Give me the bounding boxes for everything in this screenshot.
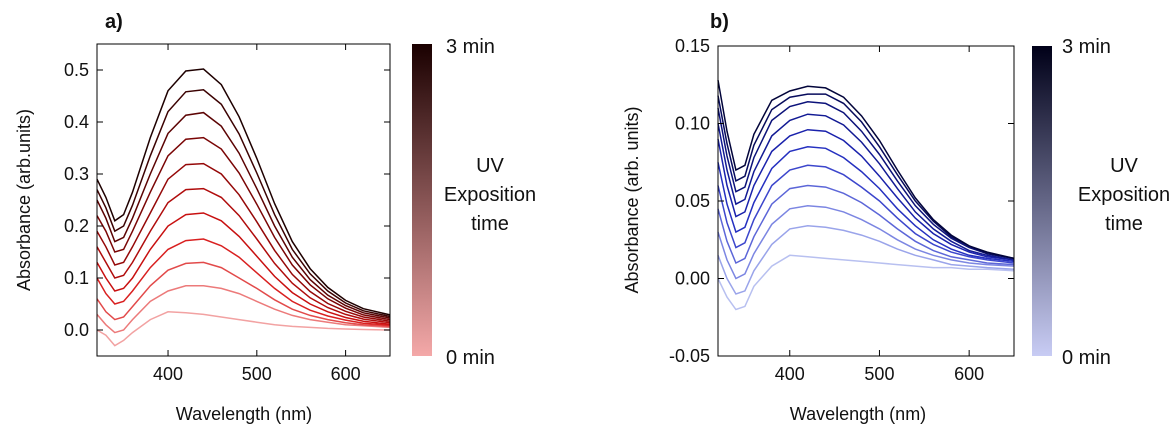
colorbar-b-title-line-2: Exposition xyxy=(1078,184,1170,206)
y-tick-label-b-0: -0.05 xyxy=(669,346,710,366)
series-line-a-3 xyxy=(96,238,391,327)
colorbar-b xyxy=(1032,46,1052,356)
colorbar-b-top-label: 3 min xyxy=(1062,36,1111,58)
colorbar-b-title-line-3: time xyxy=(1105,213,1143,235)
y-tick-label-a-3: 0.3 xyxy=(64,164,89,184)
colorbar-b-bottom-label: 0 min xyxy=(1062,347,1111,369)
y-tick-label-b-4: 0.15 xyxy=(675,36,710,56)
series-line-b-10 xyxy=(717,79,1015,260)
panel-label-b: b) xyxy=(710,11,729,33)
x-tick-label-a-0: 400 xyxy=(153,364,183,384)
colorbar-a xyxy=(412,44,432,356)
plot-area-b: 400 500 600 -0.05 0.00 0.05 0.10 0.15 xyxy=(669,36,1015,384)
series-line-b-9 xyxy=(717,93,1015,260)
series-line-a-10 xyxy=(96,68,391,316)
y-axis-title-b: Absorbance (arb. units) xyxy=(622,106,642,293)
panel-label-a: a) xyxy=(105,11,123,33)
series-line-b-8 xyxy=(717,101,1015,260)
y-tick-label-b-1: 0.00 xyxy=(675,269,710,289)
y-tick-label-a-4: 0.4 xyxy=(64,112,89,132)
series-line-a-9 xyxy=(96,89,391,318)
series-line-b-3 xyxy=(717,184,1015,266)
colorbar-a-bottom-label: 0 min xyxy=(446,347,495,369)
series-line-a-0 xyxy=(96,311,391,347)
x-tick-label-b-0: 400 xyxy=(775,364,805,384)
x-tick-label-a-2: 600 xyxy=(331,364,361,384)
x-tick-label-a-1: 500 xyxy=(242,364,272,384)
series-line-b-1 xyxy=(717,225,1015,295)
series-line-a-2 xyxy=(96,261,391,328)
y-tick-label-a-0: 0.0 xyxy=(64,320,89,340)
colorbar-b-title-line-1: UV xyxy=(1110,155,1138,177)
series-line-a-8 xyxy=(96,111,391,319)
series-line-b-6 xyxy=(717,128,1015,261)
y-tick-label-b-3: 0.10 xyxy=(675,114,710,134)
series-line-a-1 xyxy=(96,285,391,334)
plot-frame-b xyxy=(717,45,1015,357)
colorbar-a-title-line-3: time xyxy=(471,213,509,235)
x-tick-label-b-2: 600 xyxy=(954,364,984,384)
series-line-b-0 xyxy=(717,254,1015,311)
colorbar-a-title-line-2: Exposition xyxy=(444,184,536,206)
colorbar-a-top-label: 3 min xyxy=(446,36,495,58)
y-tick-label-a-1: 0.1 xyxy=(64,268,89,288)
colorbar-a-title-line-1: UV xyxy=(476,155,504,177)
y-tick-label-b-2: 0.05 xyxy=(675,191,710,211)
series-line-a-4 xyxy=(96,212,391,326)
x-axis-title-a: Wavelength (nm) xyxy=(176,404,312,424)
series-line-a-6 xyxy=(96,162,391,322)
series-line-b-5 xyxy=(717,146,1015,263)
series-line-b-2 xyxy=(717,204,1015,280)
y-tick-label-a-5: 0.5 xyxy=(64,60,89,80)
y-tick-label-a-2: 0.2 xyxy=(64,216,89,236)
plot-area-a: 400 500 600 0.0 0.1 0.2 0.3 0.4 0.5 xyxy=(64,43,391,384)
plot-frame-a xyxy=(96,43,391,357)
series-line-b-7 xyxy=(717,113,1015,261)
chart-panel-b: b) 400 500 600 -0.05 0.00 0.05 0.10 0.15 Wavele… xyxy=(622,11,1170,424)
x-axis-title-b: Wavelength (nm) xyxy=(790,404,926,424)
series-line-a-5 xyxy=(96,187,391,324)
series-line-b-4 xyxy=(717,164,1015,264)
x-tick-label-b-1: 500 xyxy=(864,364,894,384)
y-axis-title-a: Absorbance (arb.units) xyxy=(14,109,34,291)
series-line-a-7 xyxy=(96,136,391,321)
chart-panel-a: a) 400 500 600 0.0 0.1 0.2 0.3 0.4 0.5 Wavelengt… xyxy=(14,11,536,424)
